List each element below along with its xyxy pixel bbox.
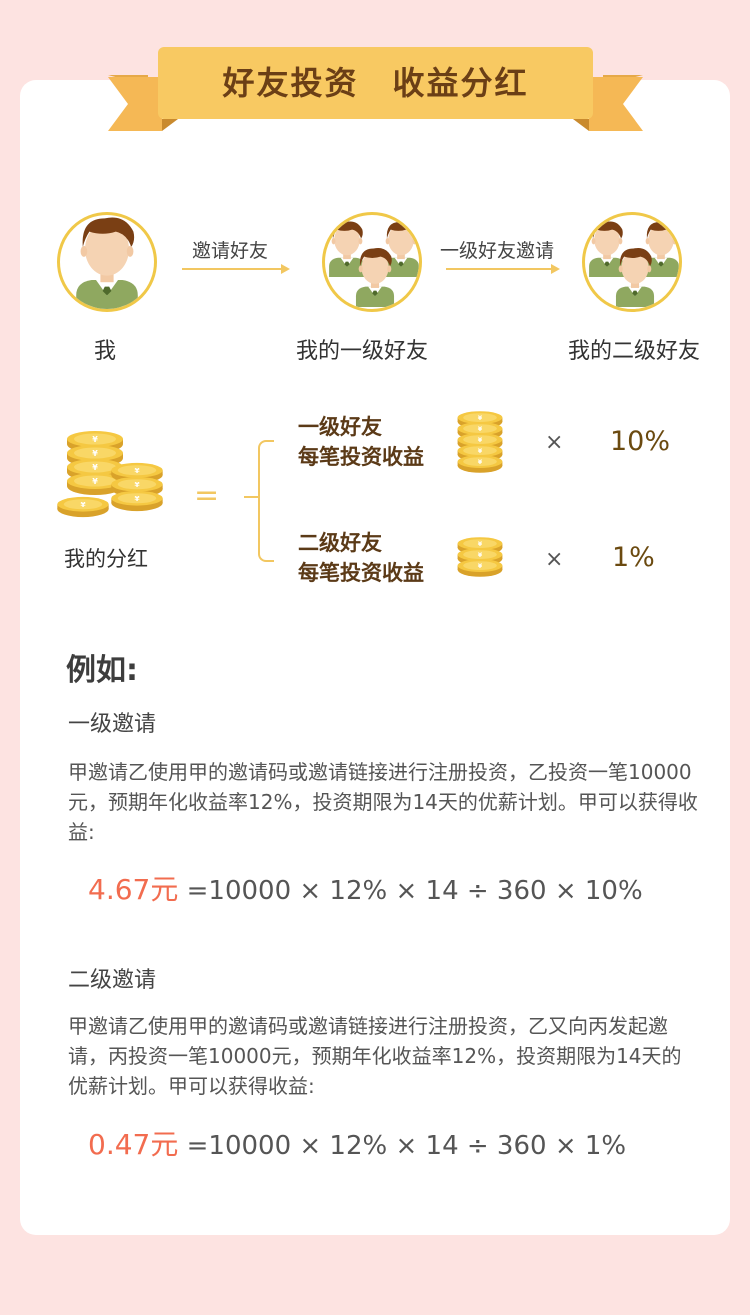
- ribbon-shape: [108, 47, 643, 131]
- level2-formula: 0.47元 =10000 × 12% × 14 ÷ 360 × 1%: [88, 1123, 626, 1163]
- level1-invite-label: 一级好友邀请: [440, 240, 555, 262]
- page-title: 好友投资 收益分红: [222, 64, 529, 102]
- person-icon: [57, 212, 157, 312]
- coin-stack-icon: [109, 490, 165, 512]
- level1-result: 4.67元: [88, 873, 179, 906]
- level1-formula: 4.67元 =10000 × 12% × 14 ÷ 360 × 10%: [88, 868, 643, 908]
- level1-rule-line1: 一级好友: [298, 415, 382, 439]
- me-avatar: [57, 212, 157, 312]
- level2-rule-line2: 每笔投资收益: [298, 561, 424, 585]
- level2-label: 我的二级好友: [568, 339, 701, 364]
- level2-example-text: 甲邀请乙使用甲的邀请码或邀请链接进行注册投资，乙又向丙发起邀请，丙投资一笔100…: [68, 1014, 682, 1098]
- level2-rule-line1: 二级好友: [298, 531, 382, 555]
- brace-tip: [244, 496, 258, 498]
- dividend-label: 我的分红: [64, 547, 148, 571]
- equals-sign: =: [194, 478, 220, 513]
- dividend-coins: [55, 430, 170, 530]
- level1-avatar: [322, 212, 422, 312]
- level1-rule-label: 一级好友 每笔投资收益: [298, 412, 424, 472]
- level1-rule-line2: 每笔投资收益: [298, 445, 424, 469]
- level1-label: 我的一级好友: [296, 339, 429, 364]
- level1-example-title: 一级邀请: [68, 712, 157, 737]
- level1-example-text: 甲邀请乙使用甲的邀请码或邀请链接进行注册投资，乙投资一笔10000元，预期年化收…: [68, 760, 698, 844]
- me-label: 我: [94, 339, 117, 364]
- level2-formula-expr: =10000 × 12% × 14 ÷ 360 × 1%: [178, 1131, 627, 1161]
- level2-example-title: 二级邀请: [68, 968, 157, 993]
- level2-rule-label: 二级好友 每笔投资收益: [298, 528, 424, 588]
- level2-coins: [456, 536, 506, 580]
- coin-stack-icon: [456, 558, 504, 578]
- level1-formula-expr: =10000 × 12% × 14 ÷ 360 × 10%: [178, 876, 643, 906]
- coin-stack-icon: [55, 496, 111, 518]
- invite-friends-label: 邀请好友: [192, 240, 269, 262]
- person-icon: [601, 239, 669, 307]
- brace: [258, 440, 274, 562]
- arrow-right-icon: [446, 264, 560, 274]
- level1-rate: 10%: [610, 426, 671, 457]
- level2-times: ×: [545, 547, 564, 572]
- example-title: 例如:: [66, 653, 138, 688]
- level2-result: 0.47元: [88, 1128, 179, 1161]
- level1-coins: [456, 410, 506, 474]
- level2-rate: 1%: [612, 542, 655, 573]
- arrow-right-icon: [182, 264, 290, 274]
- level2-avatar: [582, 212, 682, 312]
- header-ribbon: 好友投资 收益分红: [108, 45, 643, 133]
- level1-times: ×: [545, 430, 564, 455]
- coin-stack-icon: [456, 454, 504, 474]
- person-icon: [341, 239, 409, 307]
